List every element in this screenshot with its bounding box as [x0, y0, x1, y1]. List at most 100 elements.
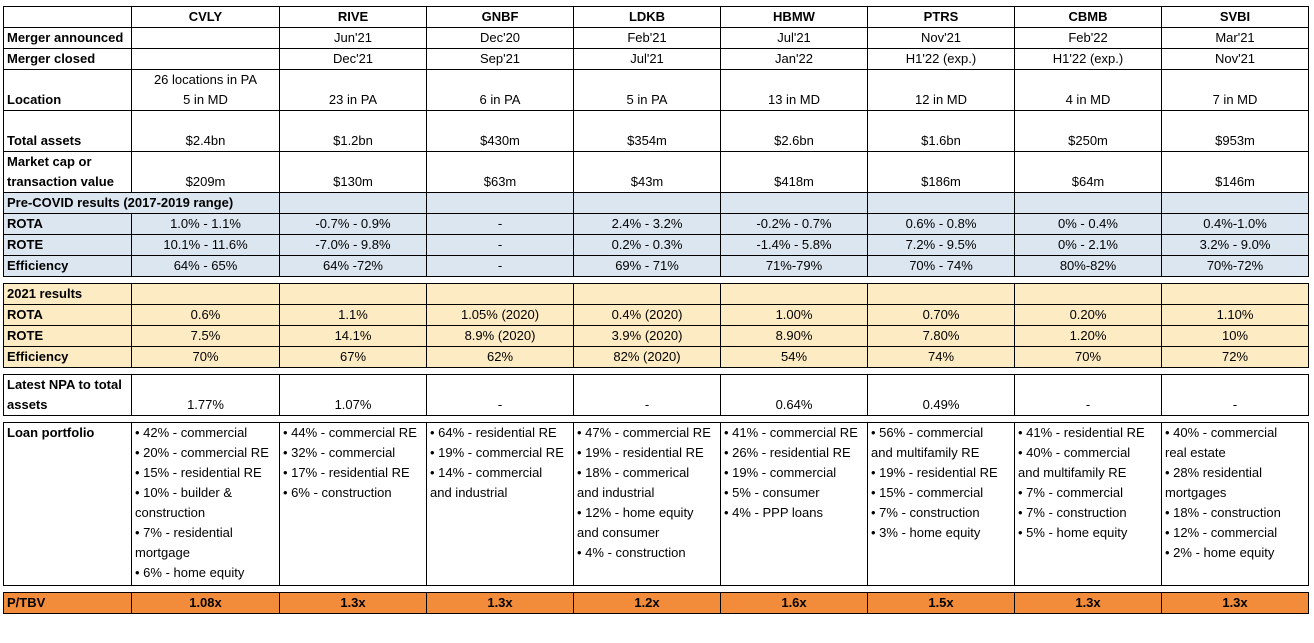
empty-cell: [573, 283, 721, 305]
loan-portfolio-cell: • 44% - commercial RE • 32% - commercial •…: [279, 422, 427, 586]
value-cell: Mar'21: [1161, 27, 1309, 49]
empty-cell: [1161, 192, 1309, 214]
pre-covid-rota-row: ROTA 1.0% - 1.1% -0.7% - 0.9% -2.4% - 3.2% -…: [3, 213, 1309, 235]
location-line: 23 in PA: [328, 92, 378, 107]
merger-closed-row: Merger closed Dec'21 Sep'21 Jul'21 Jan'22 H1'…: [3, 48, 1309, 70]
value-cell: 3.9% (2020): [573, 325, 721, 347]
row-label: Location: [3, 69, 132, 111]
value-cell: 12 in MD: [867, 69, 1015, 111]
bank-ticker: GNBF: [426, 6, 574, 28]
value-cell: 1.07%: [279, 374, 427, 416]
value-cell: $186m: [867, 151, 1015, 193]
value-cell: 70%-72%: [1161, 255, 1309, 277]
loan-line: • 18% - construction: [1165, 505, 1281, 520]
value-cell: 4 in MD: [1014, 69, 1162, 111]
value-cell: $2.6bn: [720, 110, 868, 152]
loan-line: • 7% - construction: [871, 505, 980, 520]
value-cell: 1.77%: [131, 374, 280, 416]
empty-cell: [1014, 283, 1162, 305]
label-line: assets: [7, 397, 48, 412]
loan-line: and multifamily RE: [1018, 465, 1127, 480]
loan-line: and multifamily RE: [871, 445, 980, 460]
loan-line: • 7% - construction: [1018, 505, 1127, 520]
value-cell: 0.6% - 0.8%: [867, 213, 1015, 235]
value-cell: 70%: [131, 346, 280, 368]
results-2021-rota-row: ROTA 0.6% 1.1% 1.05% (2020) 0.4% (2020) 1.00%…: [3, 304, 1309, 326]
value-cell: Jan'22: [720, 48, 868, 70]
value-cell: 8.9% (2020): [426, 325, 574, 347]
value-cell: 1.3x: [1014, 592, 1162, 614]
value-cell: 0.20%: [1014, 304, 1162, 326]
value-cell: $1.6bn: [867, 110, 1015, 152]
value-cell: 7.80%: [867, 325, 1015, 347]
location-line: 5 in PA: [626, 92, 668, 107]
loan-line: • 4% - PPP loans: [724, 505, 823, 520]
loan-line: and industrial: [430, 485, 508, 500]
row-label: Efficiency: [3, 346, 132, 368]
loan-portfolio-cell: • 47% - commercial RE • 19% - residential…: [573, 422, 721, 586]
spacer-row: [3, 585, 1309, 593]
row-label: ROTE: [3, 234, 132, 256]
value-cell: 70%: [1014, 346, 1162, 368]
section-title: Pre-COVID results (2017-2019 range): [3, 192, 280, 214]
value-cell: 1.10%: [1161, 304, 1309, 326]
value-cell: $43m: [573, 151, 721, 193]
value-cell: Feb'22: [1014, 27, 1162, 49]
location-row: Location 26 locations in PA 5 in MD 23 in P…: [3, 69, 1309, 111]
loan-line: • 7% - residential: [135, 525, 233, 540]
row-label: Efficiency: [3, 255, 132, 277]
value-cell: -0.7% - 0.9%: [279, 213, 427, 235]
empty-cell: [426, 283, 574, 305]
loan-line: • 5% - consumer: [724, 485, 820, 500]
value-cell: Dec'20: [426, 27, 574, 49]
loan-line: • 19% - commercial RE: [430, 445, 564, 460]
value-cell: 7.5%: [131, 325, 280, 347]
row-label: Latest NPA to total assets: [3, 374, 132, 416]
value-cell: 26 locations in PA 5 in MD: [131, 69, 280, 111]
value-cell: 0.70%: [867, 304, 1015, 326]
loan-line: • 15% - residential RE: [135, 465, 262, 480]
loan-line: • 40% - commercial: [1165, 425, 1278, 440]
value-cell: Jul'21: [573, 48, 721, 70]
value-cell: 1.3x: [279, 592, 427, 614]
loan-line: • 47% - commercial RE: [577, 425, 711, 440]
loan-line: • 12% - home equity: [577, 505, 694, 520]
value-cell: $146m: [1161, 151, 1309, 193]
row-label: ROTA: [3, 213, 132, 235]
row-label: Market cap or transaction value: [3, 151, 132, 193]
value-cell: $63m: [426, 151, 574, 193]
value-cell: Feb'21: [573, 27, 721, 49]
loan-line: • 10% - builder &: [135, 485, 233, 500]
loan-line: • 15% - commercial: [871, 485, 984, 500]
results-2021-title-row: 2021 results: [3, 283, 1309, 305]
value-cell: Sep'21: [426, 48, 574, 70]
location-line: 4 in MD: [1065, 92, 1111, 107]
value-cell: 1.08x: [131, 592, 280, 614]
value-cell: 69% - 71%: [573, 255, 721, 277]
value-cell: 14.1%: [279, 325, 427, 347]
value-cell: -: [1161, 374, 1309, 416]
value-cell: 3.2% - 9.0%: [1161, 234, 1309, 256]
empty-cell: [867, 283, 1015, 305]
loan-line: • 26% - residential RE: [724, 445, 851, 460]
value-cell: H1'22 (exp.): [867, 48, 1015, 70]
total-assets-row: Total assets $2.4bn $1.2bn $430m $354m $2.6bn…: [3, 110, 1309, 152]
value-cell: [131, 27, 280, 49]
value-cell: 1.1%: [279, 304, 427, 326]
loan-line: • 40% - commercial: [1018, 445, 1131, 460]
value-cell: Nov'21: [1161, 48, 1309, 70]
row-label: P/TBV: [3, 592, 132, 614]
value-cell: 0.4%-1.0%: [1161, 213, 1309, 235]
value-cell: 82% (2020): [573, 346, 721, 368]
value-cell: -: [426, 234, 574, 256]
value-cell: 1.5x: [867, 592, 1015, 614]
npa-row: Latest NPA to total assets 1.77% 1.07% - -0.6…: [3, 374, 1309, 416]
loan-portfolio-cell: • 41% - commercial RE • 26% - residential…: [720, 422, 868, 586]
bank-ticker: PTRS: [867, 6, 1015, 28]
loan-portfolio-cell: • 64% - residential RE • 19% - commercial…: [426, 422, 574, 586]
value-cell: Jul'21: [720, 27, 868, 49]
value-cell: $250m: [1014, 110, 1162, 152]
bank-ticker: SVBI: [1161, 6, 1309, 28]
loan-portfolio-cell: • 41% - residential RE • 40% - commercial…: [1014, 422, 1162, 586]
value-cell: 5 in PA: [573, 69, 721, 111]
